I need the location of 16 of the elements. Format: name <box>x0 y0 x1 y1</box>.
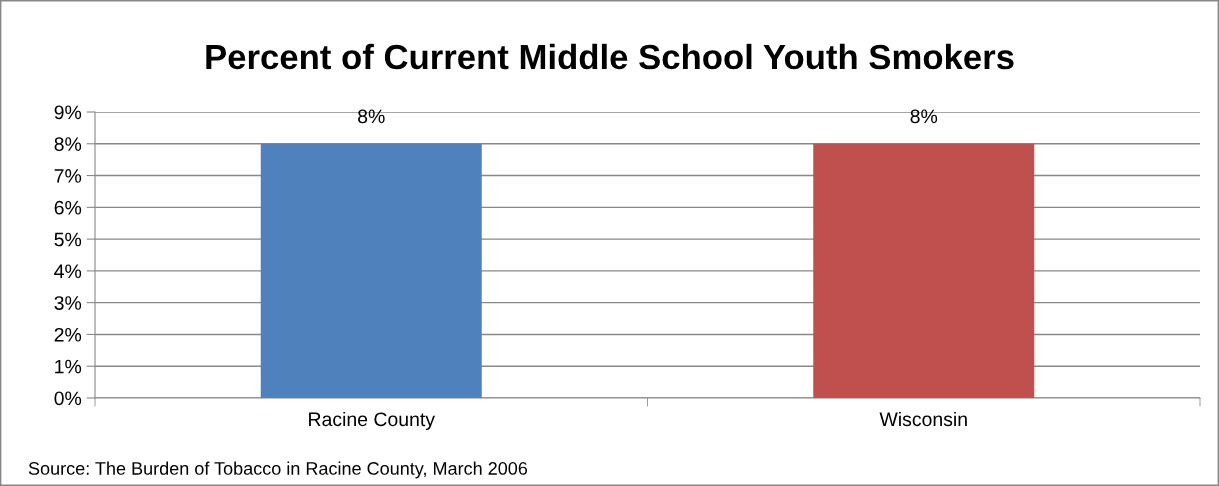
data-label: 8% <box>910 109 938 124</box>
y-tick-label: 1% <box>55 359 82 374</box>
y-tick-label: 0% <box>54 391 82 406</box>
y-tick-label: 3% <box>54 296 82 310</box>
source-note: Source: The Burden of Tobacco in Racine County, March 2006 <box>28 461 528 479</box>
data-label: 8% <box>358 109 385 124</box>
x-tick-label: Wisconsin <box>879 411 967 427</box>
y-tick-label: 8% <box>54 137 82 152</box>
y-tick-label: 2% <box>54 327 82 342</box>
y-tick-label: 5% <box>54 232 82 247</box>
chart-title: Percent of Current Middle School Youth Smokers <box>206 43 1014 70</box>
y-tick-label: 9% <box>54 105 82 120</box>
x-tick-label: Racine County <box>309 411 435 431</box>
y-tick-label: 7% <box>54 169 82 183</box>
y-tick-label: 6% <box>54 200 82 215</box>
y-tick-label: 4% <box>54 264 82 279</box>
